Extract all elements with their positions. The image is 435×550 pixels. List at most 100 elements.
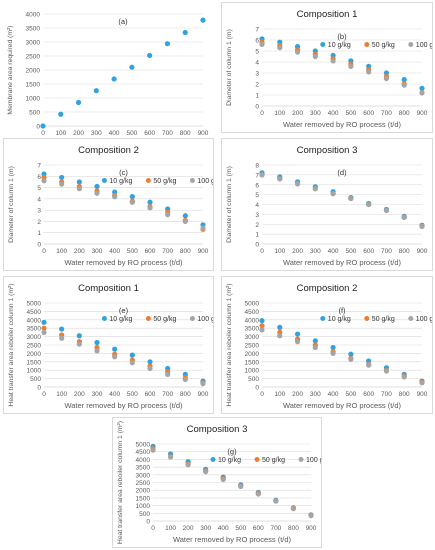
chart-panel-f: Composition 2 0 500 1000 1500 2000 2500 3000 350… <box>221 276 433 414</box>
y-axis-label: Heat transfer area reboiler column 1 (m²… <box>226 283 233 406</box>
x-tick-label: 300 <box>92 391 103 398</box>
legend-marker <box>145 178 151 183</box>
data-point <box>147 365 153 372</box>
y-tick-label: 8 <box>255 163 259 170</box>
legend-label: 10 g/kg <box>328 316 351 323</box>
x-tick-label: 100 <box>274 248 285 255</box>
x-tick-label: 800 <box>288 525 299 532</box>
chart-panel-d: Composition 3 0 1 2 3 4 5 6 7 8 0 100 200 300 400 500 60… <box>221 138 433 271</box>
x-tick-label: 600 <box>363 391 374 398</box>
x-tick-label: 300 <box>310 248 321 255</box>
data-point <box>348 195 354 202</box>
legend-marker <box>364 316 370 321</box>
x-tick-label: 900 <box>198 391 209 398</box>
data-point <box>330 191 336 197</box>
legend-label: 100 g/kg <box>197 178 213 185</box>
y-tick-label: 2 <box>255 222 259 229</box>
y-tick-label: 2500 <box>27 343 42 350</box>
x-tick-label: 200 <box>292 391 303 398</box>
x-tick-label: 300 <box>310 110 321 117</box>
y-axis-label: Membrane area required (m²) <box>7 25 14 114</box>
legend-marker <box>210 457 216 462</box>
y-tick-label: 500 <box>248 376 259 383</box>
data-point <box>348 356 354 362</box>
x-tick-label: 100 <box>56 248 67 255</box>
y-tick-label: 6 <box>255 38 259 45</box>
data-point <box>75 99 82 106</box>
data-point <box>182 218 188 225</box>
y-tick-label: 0 <box>37 385 41 392</box>
x-tick-label: 800 <box>180 130 191 137</box>
y-tick-label: 7 <box>255 27 259 34</box>
chart-title: Composition 1 <box>297 9 358 20</box>
legend-marker <box>101 316 107 321</box>
legend-label: 50 g/kg <box>372 42 395 49</box>
data-point <box>259 41 265 48</box>
legend-label: 100 g/kg <box>416 42 432 49</box>
data-point <box>40 123 46 129</box>
data-point <box>366 362 372 368</box>
data-point <box>330 58 336 64</box>
x-tick-label: 700 <box>381 248 392 255</box>
x-tick-label: 800 <box>399 248 410 255</box>
y-tick-label: 0 <box>255 104 259 111</box>
chart-title: Composition 1 <box>78 283 139 294</box>
y-tick-label: 5 <box>37 185 41 192</box>
y-tick-label: 0 <box>146 519 150 526</box>
data-point <box>312 53 318 60</box>
x-tick-label: 200 <box>74 391 85 398</box>
chart-panel-e: Composition 1 0 500 1000 1500 2000 2500 3000 350… <box>3 276 214 414</box>
y-tick-label: 4 <box>255 60 259 67</box>
x-tick-label: 500 <box>345 110 356 117</box>
data-point <box>59 326 65 332</box>
data-point <box>112 194 118 200</box>
data-point <box>273 498 279 504</box>
x-axis-label: Water removed by RO process (t/d) <box>173 535 292 544</box>
data-point <box>383 368 390 374</box>
y-axis-label: Heat transfer area reboiler column 1 (m²… <box>8 283 15 406</box>
data-point <box>348 63 354 69</box>
data-point <box>111 76 117 82</box>
data-point <box>59 174 65 181</box>
data-point <box>76 179 82 185</box>
y-tick-label: 500 <box>29 110 40 117</box>
x-tick-label: 900 <box>198 248 209 255</box>
y-tick-label: 2500 <box>245 343 260 350</box>
data-point <box>41 329 47 335</box>
y-tick-label: 1500 <box>27 359 42 366</box>
x-tick-label: 700 <box>381 110 392 117</box>
data-point <box>255 491 261 497</box>
legend-label: 10 g/kg <box>218 457 241 464</box>
data-point <box>94 348 100 354</box>
y-tick-label: 500 <box>139 511 150 518</box>
chart-panel-c: Composition 2 0 1 2 3 4 5 6 7 0 100 200 300 400 500 600… <box>3 138 214 271</box>
x-tick-label: 600 <box>144 130 155 137</box>
y-tick-label: 4000 <box>136 457 151 464</box>
data-point <box>277 45 283 51</box>
x-tick-label: 500 <box>127 248 138 255</box>
y-axis-label: Heat transfer area reboiler column 1 (m²… <box>117 421 124 544</box>
x-tick-label: 500 <box>126 130 137 137</box>
legend-marker <box>101 178 107 183</box>
y-tick-label: 3000 <box>245 334 260 341</box>
legend-marker <box>320 42 326 47</box>
x-tick-label: 200 <box>292 110 303 117</box>
x-tick-label: 700 <box>270 525 281 532</box>
data-point <box>259 327 265 333</box>
x-tick-label: 300 <box>92 248 103 255</box>
legend-label: 10 g/kg <box>109 316 132 323</box>
y-tick-label: 2000 <box>26 68 41 75</box>
y-tick-label: 3000 <box>26 40 41 47</box>
x-axis-label: Water removed by RO process (t/d) <box>283 258 402 267</box>
x-tick-label: 200 <box>73 130 84 137</box>
x-tick-label: 0 <box>41 130 45 137</box>
data-point <box>366 201 372 208</box>
data-point <box>182 376 188 383</box>
x-tick-label: 0 <box>42 391 46 398</box>
y-tick-label: 1500 <box>136 495 151 502</box>
data-point <box>112 354 118 360</box>
y-tick-label: 3 <box>255 212 259 219</box>
x-axis-label: Water removed by RO process (t/d) <box>283 401 402 410</box>
data-point <box>41 325 47 331</box>
y-tick-label: 0 <box>36 124 40 131</box>
